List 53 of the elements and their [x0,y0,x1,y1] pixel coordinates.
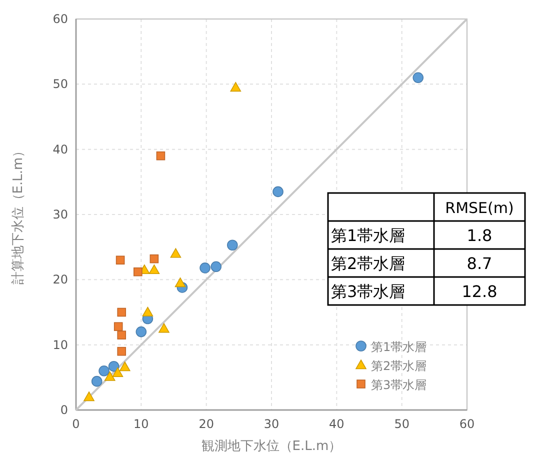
legend-label: 第2帯水層 [371,359,427,373]
point [174,278,186,288]
y-tick-label: 40 [52,142,68,156]
point [91,376,102,387]
point [114,322,123,331]
y-tick-label: 10 [52,338,68,352]
annotation: 第2帯水層 [331,254,406,273]
y-tick-label: 60 [52,12,68,26]
y-axis-title: 計算地下水位（E.L.m） [11,144,26,285]
y-tick-label: 50 [52,77,68,92]
x-tick-label: 20 [198,417,214,431]
point [136,326,147,338]
point [104,371,116,381]
annotation: 1.8 [466,226,492,245]
point [116,256,125,265]
x-tick-label: 40 [329,417,344,431]
point [108,360,120,372]
point [142,306,154,316]
point [84,392,94,402]
y-tick-label: 30 [52,208,68,222]
point [200,262,210,274]
point [117,346,126,356]
point [134,267,142,276]
annotation: 12.8 [462,282,498,301]
point [117,308,126,317]
point [210,261,222,272]
y-tick-label: 0 [60,403,68,417]
point [98,366,110,376]
legend-label: 第1帯水層 [371,340,427,354]
point [230,82,242,92]
point [150,254,159,264]
point [158,323,170,333]
point [148,264,160,274]
point [117,330,126,340]
annotation: RMSE(m) [445,199,514,217]
annotation: 8.7 [466,254,492,273]
x-tick-label: 0 [72,417,80,431]
annotation: 第1帯水層 [331,226,406,245]
x-tick-label: 50 [394,417,410,431]
x-axis-title: 観測地下水位（E.L.m） [201,439,342,454]
point [112,367,124,378]
point [156,151,166,160]
point [227,240,238,251]
point [412,72,424,84]
point [272,186,284,198]
x-tick-label: 10 [134,417,149,431]
legend-label: 第3帯水層 [371,378,427,392]
point [170,248,182,258]
annotation: 第3帯水層 [331,282,406,301]
x-tick-label: 30 [264,417,280,431]
y-tick-label: 20 [52,272,68,287]
x-tick-label: 60 [459,417,475,431]
point [119,362,130,372]
